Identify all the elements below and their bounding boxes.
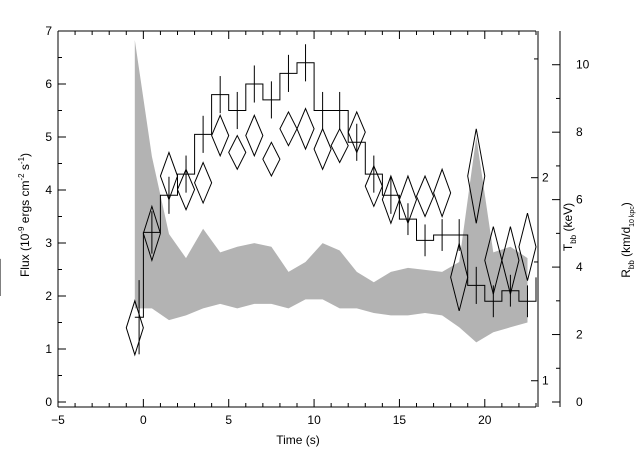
radius-axis-title-part: ) bbox=[619, 202, 633, 206]
flux-histogram-line bbox=[134, 62, 537, 318]
left-axis-title: Flux (10-9 ergs cm-2 s-1) bbox=[17, 153, 32, 277]
radius-tick-label: 2 bbox=[576, 328, 583, 342]
radius-diamond bbox=[433, 167, 452, 218]
x-tick-label: 10 bbox=[307, 413, 321, 427]
radius-axis-title: Rbb (km/d10 kpc) bbox=[619, 202, 636, 278]
radius-tick-label: 8 bbox=[576, 125, 583, 139]
left-tick-label: 5 bbox=[45, 130, 52, 144]
radius-diamond bbox=[296, 107, 315, 151]
radius-tick-label: 4 bbox=[576, 260, 583, 274]
left-tick-label: 3 bbox=[45, 236, 52, 250]
temperature-axis-title-sub: bb bbox=[569, 234, 578, 243]
left-axis-title-part: ) bbox=[18, 153, 32, 157]
radius-diamond bbox=[518, 213, 537, 281]
x-tick-label: 5 bbox=[225, 413, 232, 427]
temperature-axis-title-part: T bbox=[561, 243, 575, 251]
radius-axis-title-part: R bbox=[619, 269, 633, 278]
left-tick-label: 2 bbox=[45, 289, 52, 303]
radius-axis-title-sub: 10 kpc bbox=[629, 206, 636, 227]
x-tick-label: 15 bbox=[393, 413, 407, 427]
x-tick-label: 0 bbox=[140, 413, 147, 427]
temperature-axis-title-part: (keV) bbox=[561, 203, 575, 235]
left-axis-title-part: s bbox=[18, 164, 32, 173]
left-axis-title-part: Flux (10 bbox=[18, 233, 32, 277]
radius-diamond bbox=[501, 226, 520, 295]
left-axis-title-sup: -9 bbox=[17, 226, 26, 234]
radius-diamond bbox=[262, 141, 281, 178]
left-tick-label: 7 bbox=[45, 24, 52, 38]
left-tick-label: 1 bbox=[45, 342, 52, 356]
radius-diamond bbox=[245, 114, 264, 158]
temperature-tick-label: 1 bbox=[542, 374, 549, 388]
radius-diamond bbox=[398, 174, 418, 225]
x-tick-label: 20 bbox=[478, 413, 492, 427]
radius-diamond bbox=[381, 174, 400, 225]
radius-diamond bbox=[176, 167, 196, 212]
flux-histogram-layer bbox=[0, 44, 537, 355]
temperature-band bbox=[134, 40, 528, 343]
radius-diamond bbox=[467, 128, 486, 224]
radius-diamond bbox=[125, 299, 144, 357]
radius-diamond bbox=[142, 204, 161, 263]
radius-tick-label: 0 bbox=[576, 395, 583, 409]
x-axis-title: Time (s) bbox=[276, 433, 320, 447]
radius-diamond bbox=[364, 164, 383, 208]
x-tick-label: −5 bbox=[51, 413, 65, 427]
radius-diamond bbox=[347, 110, 366, 154]
radius-diamond bbox=[313, 127, 332, 171]
radius-diamond bbox=[450, 243, 469, 312]
radius-diamond bbox=[228, 134, 247, 171]
left-axis-title-sup: -1 bbox=[17, 156, 26, 164]
left-axis-title-part: ergs cm bbox=[18, 181, 32, 227]
radius-axis-title-part: (km/d bbox=[619, 227, 633, 260]
radius-axis-title-sub: bb bbox=[627, 260, 636, 269]
radius-diamond bbox=[194, 161, 213, 205]
temperature-axis-title: Tbb (keV) bbox=[561, 203, 578, 251]
temperature-tick-label: 2 bbox=[542, 171, 549, 185]
left-tick-label: 6 bbox=[45, 77, 52, 91]
radius-diamond-layer bbox=[125, 107, 537, 357]
radius-diamond bbox=[415, 174, 435, 218]
radius-tick-label: 6 bbox=[576, 193, 583, 207]
left-axis-title-sup: -2 bbox=[17, 173, 26, 181]
radius-diamond bbox=[330, 127, 349, 164]
radius-tick-label: 10 bbox=[576, 58, 590, 72]
radius-diamond bbox=[484, 226, 503, 295]
radius-diamond bbox=[159, 150, 179, 202]
left-tick-label: 0 bbox=[45, 395, 52, 409]
left-tick-label: 4 bbox=[45, 183, 52, 197]
radius-diamond bbox=[279, 110, 298, 147]
radius-diamond bbox=[211, 114, 230, 158]
temperature-band-layer bbox=[134, 40, 528, 343]
